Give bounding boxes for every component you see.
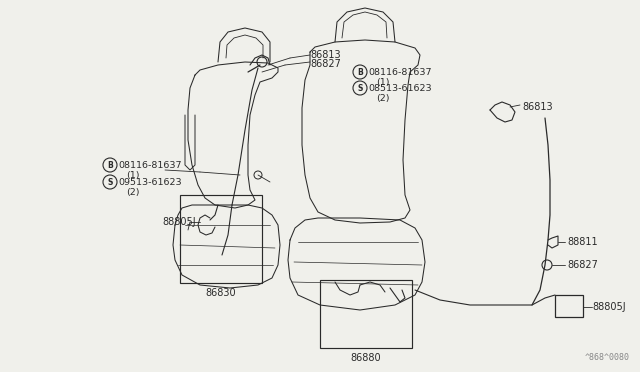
Bar <box>180 195 262 283</box>
Text: 08116-81637: 08116-81637 <box>368 67 431 77</box>
Text: 88805J: 88805J <box>163 217 196 227</box>
Text: 88811: 88811 <box>567 237 598 247</box>
Text: S: S <box>357 83 363 93</box>
Text: 09513-61623: 09513-61623 <box>118 177 182 186</box>
Text: 08116-81637: 08116-81637 <box>118 160 182 170</box>
Text: 86813: 86813 <box>522 102 552 112</box>
Text: 86827: 86827 <box>310 59 341 69</box>
Text: 08513-61623: 08513-61623 <box>368 83 431 93</box>
Bar <box>555 295 583 317</box>
Bar <box>320 280 412 348</box>
Text: (2): (2) <box>126 187 140 196</box>
Text: 86830: 86830 <box>205 288 236 298</box>
Text: ^868^0080: ^868^0080 <box>585 353 630 362</box>
Text: B: B <box>107 160 113 170</box>
Text: (1): (1) <box>376 77 390 87</box>
Text: 86880: 86880 <box>351 353 381 363</box>
Text: B: B <box>357 67 363 77</box>
Text: (2): (2) <box>376 93 390 103</box>
Text: 86813: 86813 <box>310 50 340 60</box>
Text: 86827: 86827 <box>567 260 598 270</box>
Text: S: S <box>108 177 113 186</box>
Text: 88805J: 88805J <box>592 302 626 312</box>
Text: (1): (1) <box>126 170 140 180</box>
